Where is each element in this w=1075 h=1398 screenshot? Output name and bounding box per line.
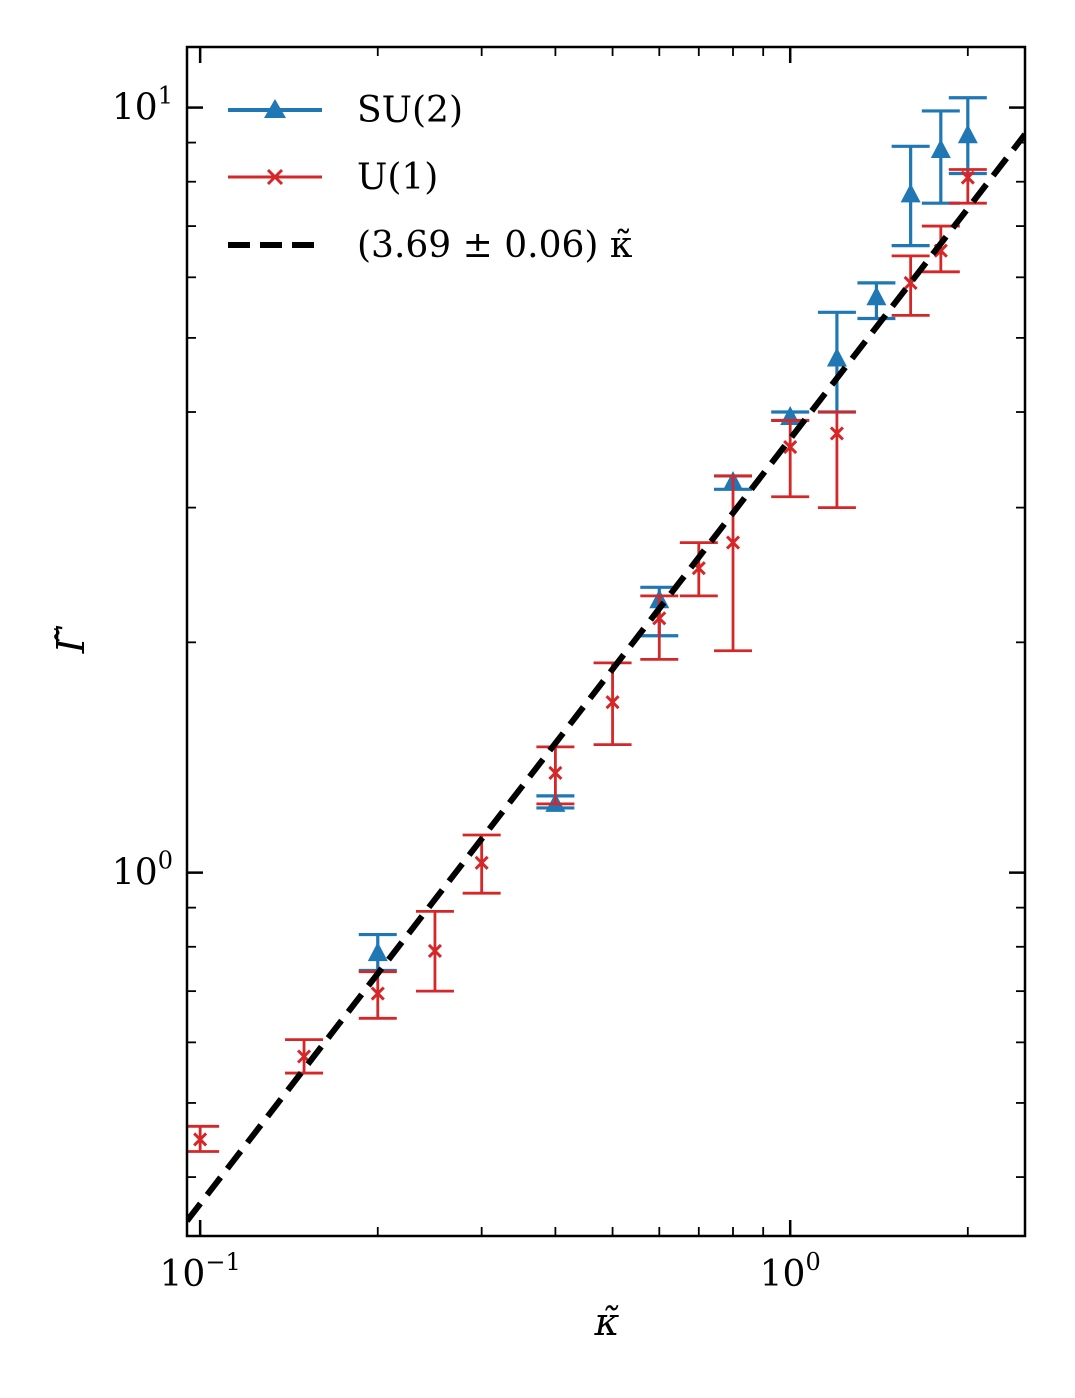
- u1-point-stroke: [652, 611, 667, 626]
- u1-point-stroke: [548, 765, 563, 780]
- su2-point: [866, 286, 887, 306]
- u1-point-stroke: [725, 535, 741, 550]
- plot-area: [187, 96, 1025, 1223]
- u1-point: [370, 986, 385, 1001]
- u1-point-stroke: [605, 695, 620, 710]
- fit-line: [187, 132, 1025, 1223]
- y-tick-label-base: 10: [112, 88, 158, 129]
- axis-ticks: [187, 47, 1025, 1236]
- su2-point: [957, 124, 978, 144]
- u1-point-stroke: [427, 943, 443, 959]
- u1-point: [427, 943, 443, 959]
- u1-point-stroke: [933, 243, 948, 258]
- x-tick-label-base: 10: [160, 1254, 206, 1295]
- x-tick-label-base: 10: [760, 1254, 806, 1295]
- u1-point-stroke: [193, 1132, 208, 1147]
- u1-point: [193, 1132, 208, 1147]
- legend-entry-fit: (3.69 ± 0.06) κ̃: [228, 225, 633, 266]
- legend: SU(2) U(1) (3.69 ± 0.06) κ̃: [228, 90, 633, 266]
- y-tick-label-base: 10: [112, 853, 158, 894]
- y-tick-label: 101: [112, 82, 173, 129]
- u1-point-stroke: [474, 855, 489, 870]
- u1-point: [960, 170, 975, 185]
- su2-point: [930, 139, 951, 159]
- u1-point-stroke: [783, 439, 798, 455]
- u1-point: [605, 695, 620, 710]
- u1-point: [474, 855, 489, 870]
- legend-marker-u1: [266, 168, 284, 186]
- x-tick-label-exp: −1: [205, 1248, 240, 1276]
- y-tick-label-exp: 1: [158, 82, 173, 110]
- plot-content: [187, 96, 1025, 1223]
- u1-point-stroke: [829, 426, 844, 441]
- x-tick-label-exp: 0: [805, 1248, 820, 1276]
- su2-point: [826, 347, 847, 367]
- u1-point-stroke: [296, 1049, 312, 1064]
- x-tick-label: 10−1: [160, 1248, 241, 1295]
- legend-label-su2: SU(2): [357, 90, 463, 131]
- u1-point: [783, 439, 798, 455]
- u1-point-stroke: [370, 986, 385, 1001]
- y-tick-label: 100: [112, 847, 173, 894]
- legend-marker-su2: [264, 99, 286, 118]
- u1-point: [725, 535, 741, 550]
- legend-label-u1: U(1): [357, 157, 438, 198]
- plot-frame: [185, 45, 1027, 1238]
- u1-point: [829, 426, 844, 441]
- su2-point: [900, 183, 921, 203]
- legend-label-fit: (3.69 ± 0.06) κ̃: [357, 225, 633, 266]
- u1-point-stroke: [960, 170, 975, 185]
- y-axis-label: Γ̃: [49, 625, 93, 654]
- u1-point: [548, 765, 563, 780]
- x-axis-label: κ̃: [594, 1300, 620, 1344]
- series-u1: [187, 168, 987, 1153]
- x-tick-label: 100: [760, 1248, 821, 1295]
- legend-entry-u1: U(1): [228, 157, 438, 198]
- y-tick-label-exp: 0: [158, 847, 173, 875]
- legend-entry-su2: SU(2): [228, 90, 463, 131]
- su2-point: [367, 942, 388, 962]
- u1-point-stroke: [691, 561, 706, 576]
